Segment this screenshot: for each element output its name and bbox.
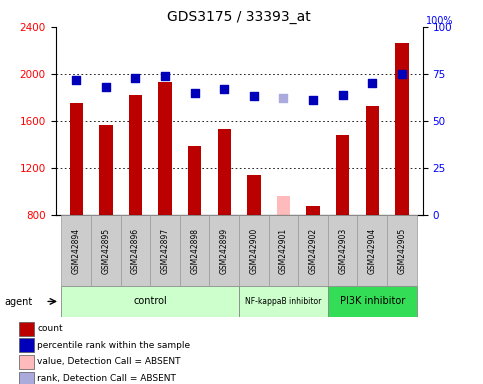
Point xyxy=(309,97,317,103)
Bar xyxy=(210,215,239,286)
Point xyxy=(398,71,406,77)
Bar xyxy=(357,215,387,286)
Bar xyxy=(70,103,83,215)
Bar xyxy=(180,215,210,286)
Bar xyxy=(269,215,298,286)
Bar xyxy=(328,215,357,286)
Text: GSM242901: GSM242901 xyxy=(279,227,288,274)
Text: GSM242896: GSM242896 xyxy=(131,227,140,274)
Text: agent: agent xyxy=(5,297,33,307)
Text: control: control xyxy=(133,296,167,306)
Bar xyxy=(336,135,349,215)
Text: GSM242897: GSM242897 xyxy=(160,227,170,274)
Text: GSM242905: GSM242905 xyxy=(398,227,406,274)
Bar xyxy=(306,206,320,215)
Text: GSM242902: GSM242902 xyxy=(309,227,318,274)
Bar xyxy=(247,175,260,215)
Text: percentile rank within the sample: percentile rank within the sample xyxy=(38,341,191,349)
Bar xyxy=(366,106,379,215)
Text: GSM242904: GSM242904 xyxy=(368,227,377,274)
Text: GSM242900: GSM242900 xyxy=(249,227,258,274)
Title: GDS3175 / 33393_at: GDS3175 / 33393_at xyxy=(167,10,311,25)
Bar xyxy=(395,43,409,215)
Bar xyxy=(328,286,417,317)
Text: GSM242894: GSM242894 xyxy=(72,227,81,274)
Point xyxy=(369,80,376,86)
Bar xyxy=(277,196,290,215)
Point xyxy=(191,90,199,96)
Bar xyxy=(19,372,34,384)
Bar xyxy=(19,322,34,336)
Bar xyxy=(129,95,142,215)
Bar xyxy=(239,286,328,317)
Bar xyxy=(61,286,239,317)
Text: NF-kappaB inhibitor: NF-kappaB inhibitor xyxy=(245,297,322,306)
Text: GSM242895: GSM242895 xyxy=(101,227,111,274)
Bar xyxy=(387,215,417,286)
Bar xyxy=(150,215,180,286)
Bar xyxy=(19,355,34,369)
Point xyxy=(220,86,228,92)
Bar xyxy=(19,338,34,352)
Bar xyxy=(298,215,328,286)
Bar xyxy=(158,82,172,215)
Point xyxy=(339,91,347,98)
Bar xyxy=(239,215,269,286)
Point xyxy=(250,93,258,99)
Point xyxy=(131,74,139,81)
Text: GSM242903: GSM242903 xyxy=(338,227,347,274)
Text: PI3K inhibitor: PI3K inhibitor xyxy=(340,296,405,306)
Point xyxy=(280,95,287,101)
Point xyxy=(102,84,110,90)
Point xyxy=(72,76,80,83)
Bar xyxy=(188,146,201,215)
Text: rank, Detection Call = ABSENT: rank, Detection Call = ABSENT xyxy=(38,374,176,383)
Point xyxy=(161,73,169,79)
Text: value, Detection Call = ABSENT: value, Detection Call = ABSENT xyxy=(38,358,181,366)
Bar xyxy=(121,215,150,286)
Text: count: count xyxy=(38,324,63,333)
Text: GSM242898: GSM242898 xyxy=(190,228,199,273)
Bar xyxy=(61,215,91,286)
Text: GSM242899: GSM242899 xyxy=(220,227,229,274)
Bar xyxy=(218,129,231,215)
Bar xyxy=(91,215,121,286)
Bar xyxy=(99,125,113,215)
Text: 100%: 100% xyxy=(426,16,454,26)
